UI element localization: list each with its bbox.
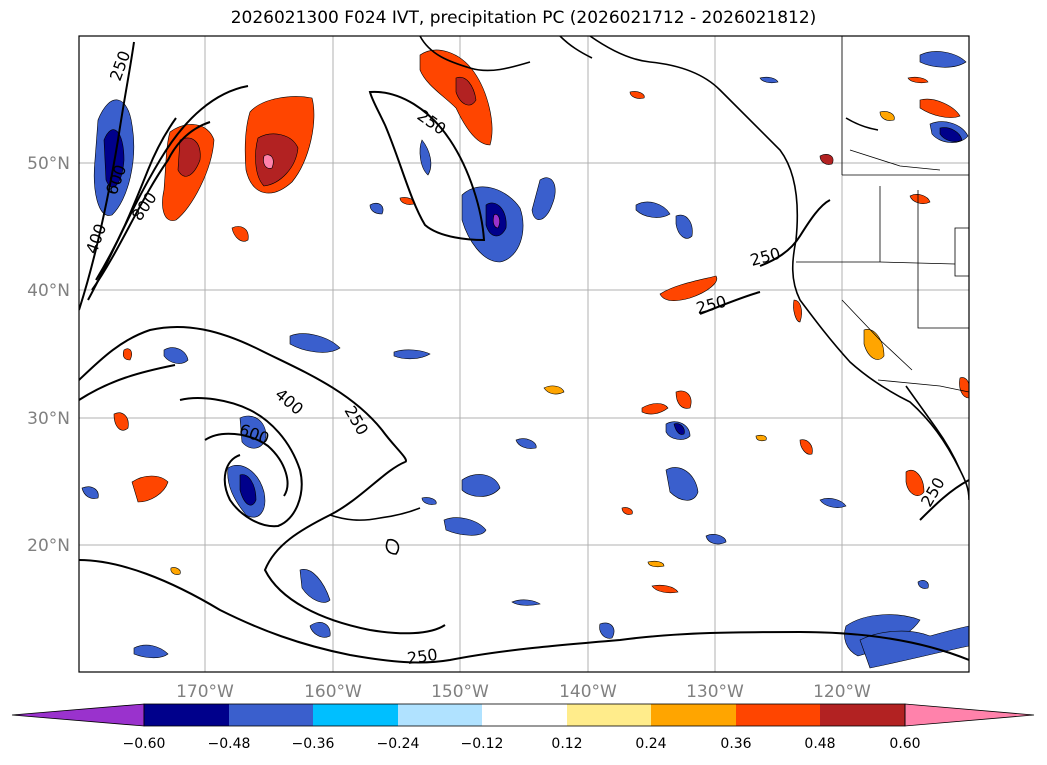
colorbar-under-arrow (11, 703, 145, 727)
precip-negative-areas (81, 51, 969, 669)
lon-label-140w: 140°W (559, 682, 617, 702)
colorbar-tick-label: −0.36 (292, 736, 335, 752)
colorbar-ticks: −0.60 −0.48 −0.36 −0.24 −0.12 0.12 0.24 … (123, 736, 921, 752)
lon-label-130w: 130°W (686, 682, 744, 702)
colorbar-segment (736, 704, 820, 726)
colorbar-tick-label: −0.48 (208, 736, 251, 752)
ivt-contours (79, 41, 969, 664)
colorbar-segment (144, 704, 229, 726)
colorbar-segment (313, 704, 398, 726)
colorbar (11, 703, 1035, 727)
map-border (78, 35, 970, 673)
colorbar-segment (482, 704, 567, 726)
colorbar-segment (229, 704, 313, 726)
colorbar-segment (398, 704, 482, 726)
colorbar-tick-label: 0.48 (804, 736, 835, 752)
latitude-labels: 50°N 40°N 30°N 20°N (27, 154, 70, 556)
colorbar-tick-label: −0.12 (461, 736, 504, 752)
colorbar-segment (567, 704, 651, 726)
colorbar-tick-label: −0.60 (123, 736, 166, 752)
lat-label-40n: 40°N (27, 281, 70, 301)
colorbar-outline (143, 703, 906, 727)
colorbar-tick-label: 0.24 (635, 736, 666, 752)
map-title: 2026021300 F024 IVT, precipitation PC (2… (230, 8, 817, 28)
lon-label-170w: 170°W (176, 682, 234, 702)
coastlines (329, 36, 969, 555)
lat-label-50n: 50°N (27, 154, 70, 174)
colorbar-segment (651, 704, 736, 726)
precip-positive-areas (113, 49, 969, 594)
colorbar-tick-label: 0.36 (720, 736, 751, 752)
lat-label-20n: 20°N (27, 536, 70, 556)
colorbar-tick-label: 0.12 (551, 736, 582, 752)
contour-label: 250 (406, 645, 439, 668)
map-frame (79, 36, 969, 672)
colorbar-over-arrow (904, 703, 1035, 727)
colorbar-segment (820, 704, 905, 726)
lon-label-150w: 150°W (431, 682, 489, 702)
lat-label-30n: 30°N (27, 409, 70, 429)
colorbar-tick-label: 0.60 (889, 736, 920, 752)
lon-label-160w: 160°W (304, 682, 362, 702)
political-boundaries (796, 36, 969, 393)
colorbar-tick-label: −0.24 (377, 736, 420, 752)
lon-label-120w: 120°W (813, 682, 871, 702)
longitude-labels: 170°W 160°W 150°W 140°W 130°W 120°W (176, 682, 871, 702)
